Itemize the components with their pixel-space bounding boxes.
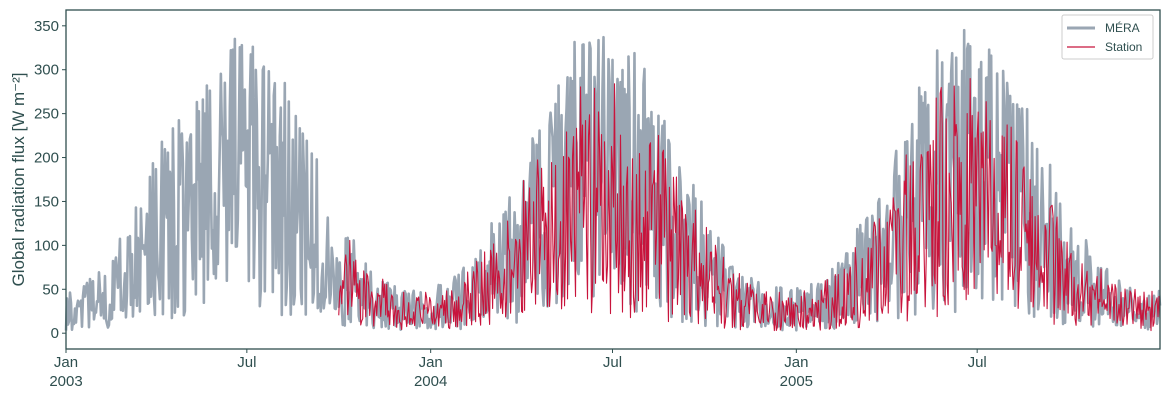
y-tick-label: 150 [34,193,59,210]
y-tick-label: 350 [34,18,59,35]
plot-area [64,28,1162,332]
y-tick-label: 0 [51,325,59,342]
x-tick-label: Jan [54,354,78,371]
y-tick-label: 250 [34,106,59,123]
y-tick-label: 300 [34,62,59,79]
x-tick-label: Jul [603,354,622,371]
legend-box [1061,14,1154,60]
y-axis-label: Global radiation flux [W m⁻²] [9,73,28,287]
x-tick-year-label: 2005 [780,373,813,390]
x-tick-label: Jul [237,354,256,371]
y-axis: 0 50 100 150 200 250 300 350 [34,18,66,342]
y-tick-label: 100 [34,237,59,254]
station-series-line [338,78,1161,332]
legend-label-station: Station [1105,40,1142,54]
x-tick-label: Jan [784,354,808,371]
y-tick-label: 50 [42,281,59,298]
mera-series-line [64,28,1162,332]
x-axis: Jan 2003 Jul Jan 2004 Jul Jan 2005 Jul [49,349,987,390]
y-tick-label: 200 [34,150,59,167]
x-tick-label: Jul [968,354,987,371]
x-tick-label: Jan [419,354,443,371]
legend-label-mera: MÉRA [1105,20,1140,35]
legend: MÉRA Station [1061,14,1154,60]
x-tick-year-label: 2004 [414,373,447,390]
x-tick-year-label: 2003 [49,373,82,390]
